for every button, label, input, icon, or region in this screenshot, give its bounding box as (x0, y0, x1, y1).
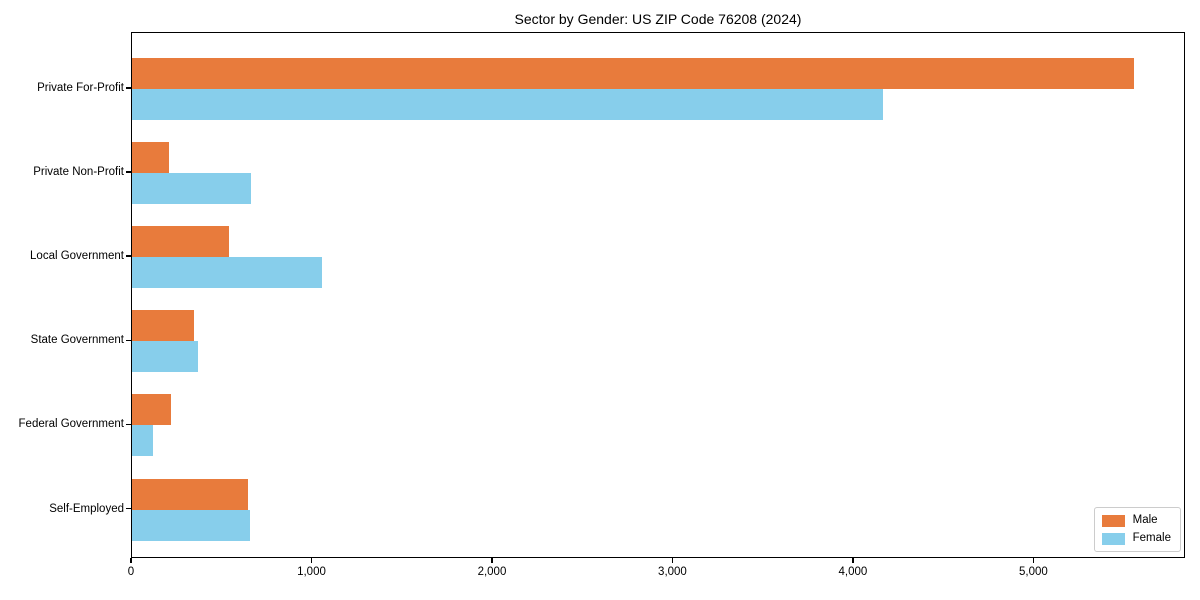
female-bar-local-government (132, 257, 323, 289)
legend-row-female: Female (1101, 532, 1171, 545)
male-swatch-icon (1101, 514, 1125, 527)
xtick-mark (491, 558, 493, 563)
plot-area: Male Female (131, 32, 1185, 558)
xtick-label-3000: 3,000 (658, 566, 687, 578)
female-bar-private-non-profit (132, 173, 251, 205)
ytick-mark (126, 171, 131, 173)
chart-title: Sector by Gender: US ZIP Code 76208 (202… (514, 11, 802, 27)
xtick-mark (1032, 558, 1035, 563)
male-bar-private-for-profit (132, 58, 1134, 89)
xtick-mark (310, 558, 313, 563)
xtick-mark (852, 558, 854, 563)
male-bar-private-non-profit (132, 142, 169, 174)
legend-row-male: Male (1101, 514, 1171, 527)
xtick-label-5000: 5,000 (1019, 566, 1048, 578)
xtick-label-4000: 4,000 (838, 566, 868, 578)
xtick-label-1000: 1,000 (297, 566, 326, 578)
female-bar-self-employed (132, 509, 250, 541)
ytick-label-private-for-profit: Private For-Profit (37, 82, 124, 94)
legend-label-female: Female (1132, 532, 1171, 544)
ytick-mark (126, 423, 131, 426)
ytick-mark (126, 87, 131, 89)
ytick-label-state-government: State Government (30, 334, 124, 347)
xtick-label-0: 0 (127, 566, 135, 578)
female-bar-private-for-profit (132, 89, 884, 120)
legend-label-male: Male (1132, 514, 1158, 526)
ytick-label-local-government: Local Government (30, 250, 124, 263)
legend: Male Female (1093, 507, 1181, 552)
male-bar-local-government (132, 226, 230, 258)
ytick-mark (126, 339, 131, 342)
male-bar-federal-government (132, 394, 171, 426)
xtick-label-2000: 2,000 (477, 566, 507, 578)
female-bar-federal-government (132, 425, 153, 457)
ytick-mark (126, 507, 131, 510)
female-bar-state-government (132, 341, 198, 373)
male-bar-state-government (132, 310, 195, 342)
xtick-mark (671, 558, 674, 563)
ytick-label-self-employed: Self-Employed (49, 502, 124, 515)
xtick-mark (130, 558, 132, 563)
female-swatch-icon (1101, 532, 1125, 545)
ytick-mark (126, 255, 131, 257)
male-bar-self-employed (132, 478, 249, 510)
ytick-label-private-non-profit: Private Non-Profit (33, 166, 124, 179)
ytick-label-federal-government: Federal Government (18, 418, 124, 431)
